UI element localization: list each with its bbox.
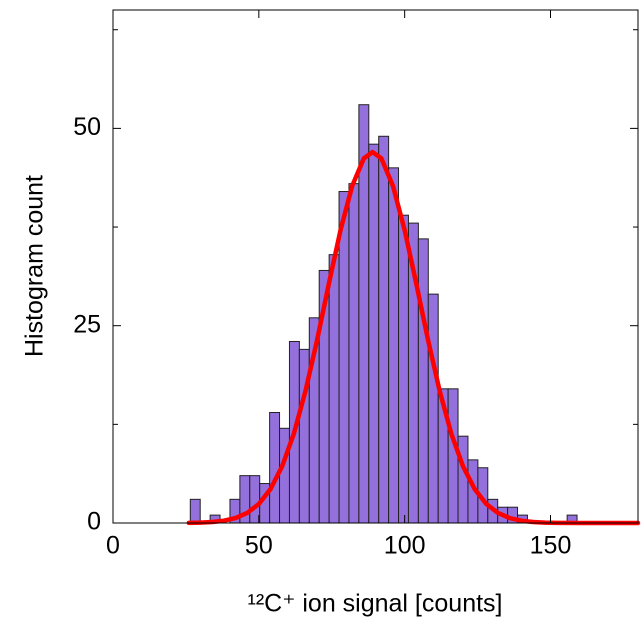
bar bbox=[457, 435, 469, 524]
bar bbox=[269, 412, 281, 524]
y-axis-label: Histogram count bbox=[21, 175, 49, 357]
plot-frame bbox=[112, 9, 639, 524]
bar bbox=[417, 238, 429, 524]
bar bbox=[378, 135, 390, 524]
y-tick-label: 0 bbox=[87, 508, 101, 536]
bar bbox=[368, 143, 380, 524]
bar bbox=[427, 293, 439, 524]
bar bbox=[189, 498, 201, 524]
bar bbox=[388, 167, 400, 524]
bar bbox=[348, 183, 360, 524]
y-tick-label: 25 bbox=[73, 310, 101, 338]
x-tick-label: 50 bbox=[245, 532, 273, 560]
bar bbox=[328, 254, 340, 524]
x-tick-label: 100 bbox=[384, 532, 426, 560]
x-axis-label: ¹²C⁺ ion signal [counts] bbox=[248, 590, 503, 618]
bar bbox=[249, 475, 261, 524]
x-tick-label: 150 bbox=[530, 532, 572, 560]
bar bbox=[338, 191, 350, 524]
bar bbox=[447, 388, 459, 524]
bar bbox=[279, 427, 290, 524]
fit-curve bbox=[186, 149, 641, 526]
bar bbox=[398, 214, 409, 524]
x-tick-label: 0 bbox=[106, 532, 120, 560]
y-tick-label: 50 bbox=[73, 113, 101, 141]
